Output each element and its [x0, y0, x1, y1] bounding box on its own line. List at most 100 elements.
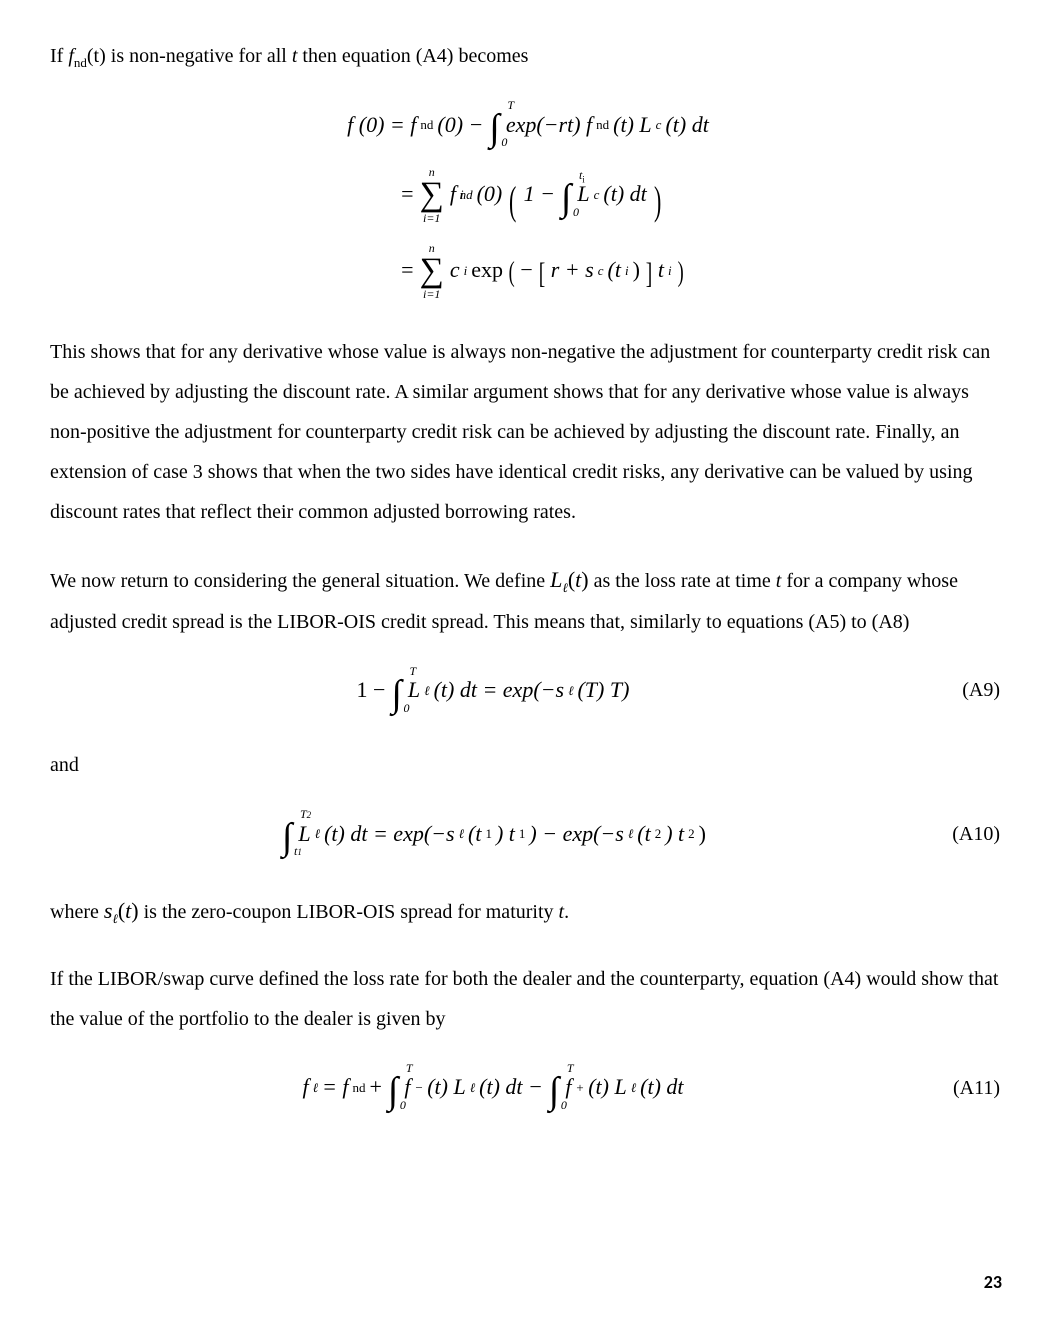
- integral: ∫ T 0: [388, 1065, 398, 1111]
- t: (t) dt: [640, 1074, 683, 1100]
- t: exp: [471, 257, 503, 283]
- t: c: [450, 257, 460, 283]
- text: then equation (A4) becomes: [297, 45, 528, 67]
- paren: ): [654, 185, 661, 217]
- sub: c: [594, 187, 600, 203]
- sub: ℓ: [470, 1080, 475, 1096]
- paren: (: [509, 262, 515, 284]
- t: L: [577, 181, 589, 207]
- bracket: [: [539, 262, 546, 286]
- integral: ∫ T 0: [391, 668, 401, 714]
- sum-bot: i=1: [423, 288, 440, 300]
- t: ) − exp(−s: [529, 821, 623, 847]
- t: i: [582, 174, 585, 184]
- equation-block-1: f (0) = fnd (0) − ∫ T 0 exp(−rt) fnd (t)…: [50, 102, 1006, 300]
- arg: (t): [87, 45, 106, 67]
- int-upper: T: [409, 664, 416, 678]
- sub: ℓ: [424, 683, 429, 699]
- equation-a9: 1 − ∫ T 0 Lℓ (t) dt = exp(−sℓ (T) T) (A9…: [50, 668, 1006, 714]
- t: L: [408, 677, 420, 703]
- t: 1 −: [524, 181, 555, 207]
- t: (t: [468, 821, 481, 847]
- sup: −: [414, 1080, 423, 1096]
- sub: ℓ: [459, 826, 464, 842]
- sub: nd: [352, 1080, 365, 1096]
- t: (t) dt = exp(−s: [324, 821, 455, 847]
- text: If: [50, 45, 68, 67]
- integral: ∫ ti 0: [561, 172, 571, 218]
- int-upper: ti: [579, 168, 585, 185]
- paragraph-main-2: We now return to considering the general…: [50, 558, 1006, 642]
- t: (t) L: [588, 1074, 627, 1100]
- t: f: [302, 1074, 308, 1100]
- summation: n ∑ i=1: [420, 166, 444, 224]
- t: L: [298, 821, 310, 847]
- page-number: 23: [984, 1264, 1002, 1300]
- int-lower: t1: [294, 844, 302, 858]
- text: as the loss rate at time: [589, 570, 776, 592]
- int-lower: 0: [400, 1098, 406, 1112]
- sub: i: [625, 263, 629, 279]
- integral: ∫ T2 t1: [282, 811, 292, 857]
- sub: ℓ: [628, 826, 633, 842]
- int-upper: T: [507, 98, 514, 112]
- t: −: [520, 257, 532, 283]
- equation-line-1: f (0) = fnd (0) − ∫ T 0 exp(−rt) fnd (t)…: [347, 102, 709, 148]
- sub-nd: nd: [74, 55, 87, 70]
- paragraph-where: where sℓ(t) is the zero-coupon LIBOR-OIS…: [50, 889, 1006, 933]
- paren: ): [677, 262, 683, 284]
- equation-a10: ∫ T2 t1 Lℓ (t) dt = exp(−sℓ (t1) t1) − e…: [50, 811, 1006, 857]
- eq-text: f (0) = f: [347, 112, 416, 138]
- sub: c: [598, 263, 604, 279]
- t: (0) −: [437, 112, 483, 138]
- int-upper: T2: [300, 807, 311, 821]
- equation-label-a10: (A10): [936, 822, 1006, 846]
- equation-a11: fℓ = fnd + ∫ T 0 f −(t) Lℓ (t) dt − ∫ T …: [50, 1065, 1006, 1111]
- var-L: L: [550, 567, 562, 592]
- text: where: [50, 901, 104, 923]
- sum-bot: i=1: [423, 212, 440, 224]
- sub: ℓ: [631, 1080, 636, 1096]
- paragraph-main-1: This shows that for any derivative whose…: [50, 332, 1006, 532]
- sub: nd: [460, 187, 473, 203]
- sub: 2: [655, 826, 662, 842]
- t: (t) dt = exp(−s: [434, 677, 565, 703]
- t: (t) L: [427, 1074, 466, 1100]
- text: .: [564, 901, 569, 923]
- sub: i: [464, 263, 468, 279]
- paragraph-intro: If fnd(t) is non-negative for all t then…: [50, 36, 1006, 76]
- t: (t: [608, 257, 621, 283]
- paren: (: [509, 185, 516, 217]
- t: +: [369, 1074, 381, 1100]
- t: (t) dt: [665, 112, 708, 138]
- t: ) t: [496, 821, 515, 847]
- sub: nd: [420, 117, 433, 133]
- sub: 1: [485, 826, 492, 842]
- text: This shows that for any derivative whose…: [50, 341, 990, 523]
- sub: nd: [596, 117, 609, 133]
- sub: i: [668, 263, 672, 279]
- int-lower: 0: [501, 135, 507, 149]
- equation-label-a9: (A9): [936, 678, 1006, 702]
- text: If the LIBOR/swap curve defined the loss…: [50, 968, 998, 1030]
- text: We now return to considering the general…: [50, 570, 550, 592]
- sub: ℓ: [313, 1080, 318, 1096]
- t: f: [565, 1074, 571, 1100]
- summation: n ∑ i=1: [420, 242, 444, 300]
- int-upper: T: [406, 1061, 413, 1075]
- int-lower: 0: [561, 1098, 567, 1112]
- t: = f: [322, 1074, 348, 1100]
- int-upper: T: [567, 1061, 574, 1075]
- equation-line-3: = n ∑ i=1 ci exp ( − [ r + sc (ti) ] ti …: [401, 242, 685, 300]
- equation-label-a11: (A11): [936, 1076, 1006, 1100]
- t: ): [699, 821, 706, 847]
- text: and: [50, 754, 79, 776]
- t: (t) L: [613, 112, 652, 138]
- t: t: [658, 257, 664, 283]
- t: ) t: [665, 821, 684, 847]
- paragraph-and: and: [50, 745, 1006, 785]
- eq: =: [401, 257, 413, 283]
- t: 2: [307, 810, 312, 820]
- bracket: ]: [646, 262, 653, 286]
- t: (t) dt −: [479, 1074, 543, 1100]
